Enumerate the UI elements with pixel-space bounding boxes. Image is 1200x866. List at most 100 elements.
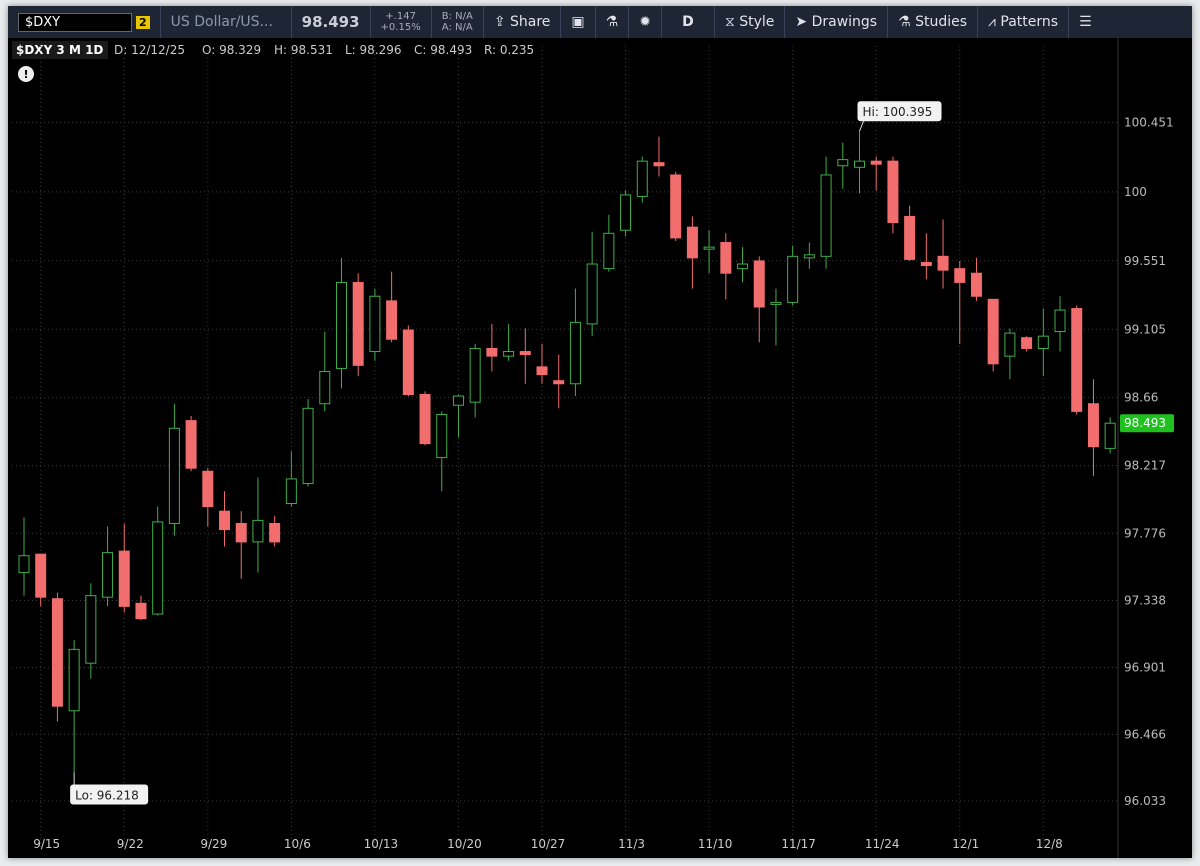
candle-body xyxy=(703,246,715,250)
candle-body xyxy=(51,598,63,707)
x-tick-label: 10/13 xyxy=(364,837,399,851)
candle-body xyxy=(586,263,598,325)
last-price-label: 98.493 xyxy=(1124,416,1166,430)
candle-body xyxy=(419,394,431,445)
candle-body xyxy=(870,160,882,165)
style-button[interactable]: ⧖ Style xyxy=(715,6,786,38)
candle-body xyxy=(887,160,899,224)
x-tick-label: 10/20 xyxy=(447,837,482,851)
candle-body xyxy=(737,263,749,270)
quote-box: B: N/A A: N/A xyxy=(432,6,484,38)
alert-button[interactable]: ▣ xyxy=(561,6,596,38)
link-group[interactable]: 2 xyxy=(136,15,150,29)
y-tick-label: 96.901 xyxy=(1124,661,1166,675)
x-tick-label: 12/1 xyxy=(952,837,979,851)
alert-icon-glyph: ! xyxy=(23,68,28,81)
y-tick-label: 100 xyxy=(1124,185,1147,199)
candle-body xyxy=(904,215,916,260)
patterns[interactable]: Patterns xyxy=(1000,14,1059,30)
y-tick-label: 97.776 xyxy=(1124,526,1166,540)
candle-body xyxy=(536,366,548,376)
menu-button[interactable]: ☰ xyxy=(1079,14,1092,30)
candle-body xyxy=(720,242,732,274)
info-close: C: 98.493 xyxy=(414,43,472,57)
studies[interactable]: Studies xyxy=(915,14,968,30)
candle-body xyxy=(85,595,97,664)
share[interactable]: Share xyxy=(510,14,551,30)
info-date: D: 12/12/25 xyxy=(114,43,185,57)
candle-body xyxy=(319,370,331,405)
description: US Dollar/US... xyxy=(161,6,292,38)
drawings[interactable]: Drawings xyxy=(811,14,878,30)
candle-body xyxy=(970,272,982,297)
candle-body xyxy=(770,301,782,305)
candle-body xyxy=(954,268,966,283)
x-tick-label: 11/3 xyxy=(618,837,645,851)
candle-body xyxy=(686,226,698,259)
y-tick-label: 98.217 xyxy=(1124,459,1166,473)
candle-body xyxy=(1037,335,1049,349)
y-tick-label: 96.033 xyxy=(1124,794,1166,808)
share-button[interactable]: ⇪ Share xyxy=(484,6,562,38)
info-bar: $DXY 3 M 1D D: 12/12/25 O: 98.329 H: 98.… xyxy=(12,41,534,59)
candle-body xyxy=(135,602,147,620)
candle-body xyxy=(269,522,281,543)
candle-body xyxy=(753,260,765,308)
x-tick-label: 12/8 xyxy=(1036,837,1063,851)
candle-body xyxy=(553,380,565,385)
flask-button[interactable]: ⚗ xyxy=(596,6,630,38)
candle-body xyxy=(219,510,231,531)
chart-window: $DXY 2 US Dollar/US... 98.493 +.147 +0.15%… xyxy=(8,6,1192,858)
studies-button[interactable]: ⚗ Studies xyxy=(888,6,979,38)
x-tick-label: 11/10 xyxy=(698,837,733,851)
candle-body xyxy=(18,555,30,574)
candle-body xyxy=(1087,403,1099,448)
hi-box xyxy=(857,101,942,122)
candle-body xyxy=(185,420,197,469)
candle-body xyxy=(68,648,80,712)
candle-body xyxy=(1104,422,1116,449)
candle-body xyxy=(1004,332,1016,357)
x-tick-label: 9/29 xyxy=(200,837,227,851)
patterns-button[interactable]: ⩘ Patterns xyxy=(978,6,1070,38)
y-tick-label: 100.451 xyxy=(1124,116,1174,130)
info-range: R: 0.235 xyxy=(484,43,534,57)
hi-leader xyxy=(859,121,864,132)
candle-body xyxy=(987,298,999,365)
x-tick-label: 11/24 xyxy=(865,837,900,851)
settings-button[interactable]: ✹ xyxy=(629,6,662,38)
candle-body xyxy=(486,347,498,357)
candle-body xyxy=(854,160,865,168)
candle-body xyxy=(202,470,214,508)
candle-body xyxy=(118,550,130,607)
drawings-button[interactable]: ➤ Drawings xyxy=(785,6,889,38)
lo-box xyxy=(70,784,149,805)
symbol[interactable]: $DXY xyxy=(18,12,132,32)
style[interactable]: Style xyxy=(739,14,775,30)
candle-body xyxy=(402,329,414,396)
candle-body xyxy=(1021,337,1033,349)
candle-body xyxy=(569,321,581,385)
x-tick-label: 9/15 xyxy=(33,837,60,851)
info-symbol: $DXY 3 M 1D xyxy=(16,43,103,57)
candle-body xyxy=(837,159,849,167)
hi-annotation: Hi: 100.395 xyxy=(863,105,933,119)
candle-body xyxy=(235,522,247,543)
candle-body xyxy=(168,427,180,524)
candle-body xyxy=(436,413,448,458)
alert-icon[interactable] xyxy=(18,66,34,82)
last-price-tag xyxy=(1120,414,1174,433)
y-tick-label: 97.338 xyxy=(1124,594,1166,608)
x-tick-label: 10/27 xyxy=(531,837,566,851)
candle-body xyxy=(152,521,164,615)
x-tick-label: 11/17 xyxy=(781,837,816,851)
y-tick-label: 99.105 xyxy=(1124,322,1166,336)
candle-body xyxy=(920,261,932,267)
candle-body xyxy=(352,281,364,366)
symbol-box[interactable]: $DXY 2 xyxy=(8,6,161,38)
candle-body xyxy=(335,281,347,369)
bid: B: N/A xyxy=(441,11,473,22)
change: +.147 xyxy=(385,11,416,22)
aggregation[interactable]: D xyxy=(662,6,715,38)
change-box: +.147 +0.15% xyxy=(371,6,432,38)
